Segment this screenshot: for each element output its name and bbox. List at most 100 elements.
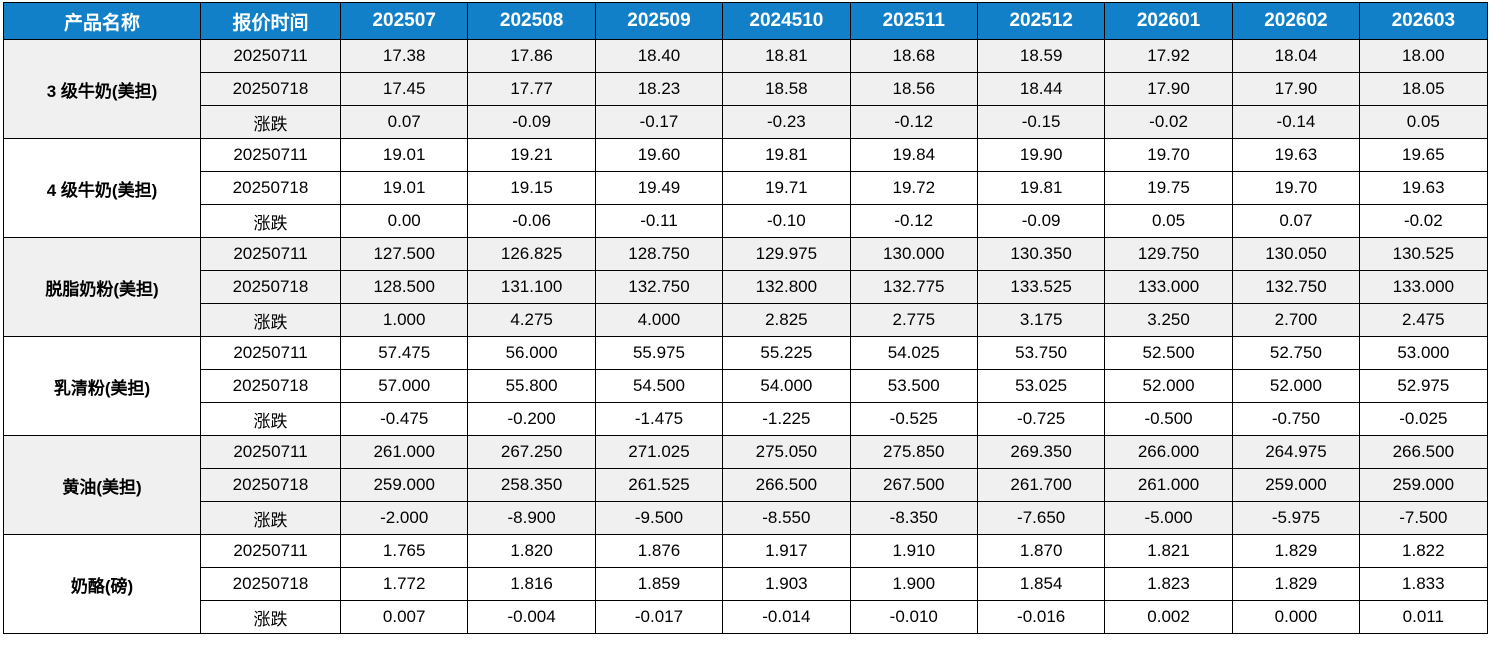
- price-value-cell: 19.81: [976, 171, 1106, 205]
- table-row: 脱脂奶粉(美担) 20250711 127.500 126.825 128.750 129…: [3, 237, 1488, 337]
- price-value-cell: 129.750: [1104, 237, 1233, 271]
- price-value-cell: 18.44: [976, 72, 1106, 106]
- change-row-label: 涨跌: [200, 501, 341, 535]
- price-value-cell: 19.15: [467, 171, 596, 205]
- price-value-cell: 52.500: [1104, 336, 1233, 370]
- quote-date-label: 20250718: [200, 171, 341, 205]
- product-name-cell: 3 级牛奶(美担): [3, 39, 201, 139]
- price-value-cell: 18.05: [1359, 72, 1488, 106]
- price-value-cell: 1.821: [1104, 534, 1233, 568]
- price-value-cell: 133.525: [976, 270, 1106, 304]
- price-value-cell: 261.000: [339, 435, 469, 469]
- price-value-cell: 128.750: [594, 237, 724, 271]
- price-value-cell: 269.350: [976, 435, 1106, 469]
- table-header: 产品名称 报价时间 202507 202508 202509 2024510 202511 2…: [3, 2, 1488, 40]
- price-value-cell: 132.750: [1231, 270, 1361, 304]
- price-value-cell: 55.800: [467, 369, 596, 403]
- change-value-cell: 0.002: [1104, 600, 1233, 634]
- table-row: 涨跌 -0.475 -0.200 -1.475 -1.225 -0.525 -0.725 -0…: [4, 402, 1488, 436]
- change-value-cell: 1.000: [339, 303, 469, 337]
- price-value-cell: 19.84: [849, 138, 978, 172]
- change-value-cell: -0.11: [594, 204, 724, 238]
- change-value-cell: -0.025: [1359, 402, 1488, 436]
- price-value-cell: 18.23: [594, 72, 724, 106]
- price-value-cell: 19.70: [1231, 171, 1361, 205]
- change-value-cell: -0.016: [976, 600, 1106, 634]
- price-value-cell: 130.050: [1231, 237, 1361, 271]
- change-value-cell: -7.650: [976, 501, 1106, 535]
- change-value-cell: -0.014: [722, 600, 851, 634]
- dairy-futures-price-table: 产品名称 报价时间 202507 202508 202509 2024510 202511 2…: [3, 2, 1488, 634]
- price-value-cell: 1.870: [976, 534, 1106, 568]
- price-value-cell: 19.63: [1359, 171, 1488, 205]
- change-value-cell: -0.12: [849, 204, 978, 238]
- change-value-cell: -0.017: [594, 600, 724, 634]
- table-row: 20250718 17.45 17.77 18.23 18.58 18.56 18.44 17…: [4, 72, 1488, 106]
- price-value-cell: 19.65: [1359, 138, 1488, 172]
- change-value-cell: -1.475: [594, 402, 724, 436]
- quote-date-label: 20250718: [200, 270, 341, 304]
- price-value-cell: 17.77: [467, 72, 596, 106]
- table-row: 涨跌 1.000 4.275 4.000 2.825 2.775 3.175 3.250 2.7…: [4, 303, 1488, 337]
- change-row-label: 涨跌: [200, 303, 341, 337]
- product-name-cell: 黄油(美担): [3, 435, 201, 535]
- price-value-cell: 275.050: [722, 435, 851, 469]
- product-name-cell: 4 级牛奶(美担): [3, 138, 201, 238]
- price-value-cell: 129.975: [722, 237, 851, 271]
- change-value-cell: 0.000: [1231, 600, 1361, 634]
- price-value-cell: 1.910: [849, 534, 978, 568]
- price-value-cell: 132.775: [849, 270, 978, 304]
- column-header-month-2024510: 2024510: [722, 2, 851, 40]
- quote-date-label: 20250711: [200, 336, 341, 370]
- price-value-cell: 130.000: [849, 237, 978, 271]
- change-value-cell: 0.07: [339, 105, 469, 139]
- change-value-cell: 2.775: [849, 303, 978, 337]
- change-value-cell: -0.09: [467, 105, 596, 139]
- change-value-cell: -0.14: [1231, 105, 1361, 139]
- change-value-cell: 2.475: [1359, 303, 1488, 337]
- column-header-month-202509: 202509: [594, 2, 724, 40]
- price-value-cell: 267.500: [849, 468, 978, 502]
- price-value-cell: 17.38: [339, 39, 469, 73]
- change-value-cell: -0.725: [976, 402, 1106, 436]
- table-row: 涨跌 0.00 -0.06 -0.11 -0.10 -0.12 -0.09 0.05 0.07-…: [4, 204, 1488, 238]
- price-value-cell: 18.68: [849, 39, 978, 73]
- price-value-cell: 55.225: [722, 336, 851, 370]
- change-value-cell: -1.225: [722, 402, 851, 436]
- price-value-cell: 57.475: [339, 336, 469, 370]
- column-header-month-202508: 202508: [467, 2, 596, 40]
- price-value-cell: 271.025: [594, 435, 724, 469]
- price-value-cell: 19.71: [722, 171, 851, 205]
- quote-date-label: 20250711: [200, 534, 341, 568]
- table-row: 4 级牛奶(美担) 20250711 19.01 19.21 19.60 19.81 19.…: [3, 138, 1488, 238]
- change-row-label: 涨跌: [200, 204, 341, 238]
- change-value-cell: -0.06: [467, 204, 596, 238]
- change-value-cell: -0.09: [976, 204, 1106, 238]
- column-header-month-202512: 202512: [976, 2, 1106, 40]
- column-header-month-202603: 202603: [1359, 2, 1488, 40]
- change-value-cell: -0.12: [849, 105, 978, 139]
- change-value-cell: -2.000: [339, 501, 469, 535]
- price-value-cell: 1.820: [467, 534, 596, 568]
- price-value-cell: 259.000: [1359, 468, 1488, 502]
- change-value-cell: 4.275: [467, 303, 596, 337]
- price-value-cell: 261.700: [976, 468, 1106, 502]
- change-value-cell: -8.550: [722, 501, 851, 535]
- price-value-cell: 52.000: [1104, 369, 1233, 403]
- price-value-cell: 127.500: [339, 237, 469, 271]
- quote-date-label: 20250718: [200, 72, 341, 106]
- price-value-cell: 1.833: [1359, 567, 1488, 601]
- price-value-cell: 18.59: [976, 39, 1106, 73]
- price-value-cell: 259.000: [339, 468, 469, 502]
- price-value-cell: 53.000: [1359, 336, 1488, 370]
- price-value-cell: 19.01: [339, 171, 469, 205]
- price-value-cell: 130.350: [976, 237, 1106, 271]
- price-value-cell: 264.975: [1231, 435, 1361, 469]
- price-value-cell: 261.000: [1104, 468, 1233, 502]
- change-value-cell: -0.475: [339, 402, 469, 436]
- price-value-cell: 55.975: [594, 336, 724, 370]
- price-value-cell: 53.025: [976, 369, 1106, 403]
- column-header-month-202507: 202507: [339, 2, 469, 40]
- table-row: 3 级牛奶(美担) 20250711 17.38 17.86 18.40 18.81 18.…: [3, 39, 1488, 139]
